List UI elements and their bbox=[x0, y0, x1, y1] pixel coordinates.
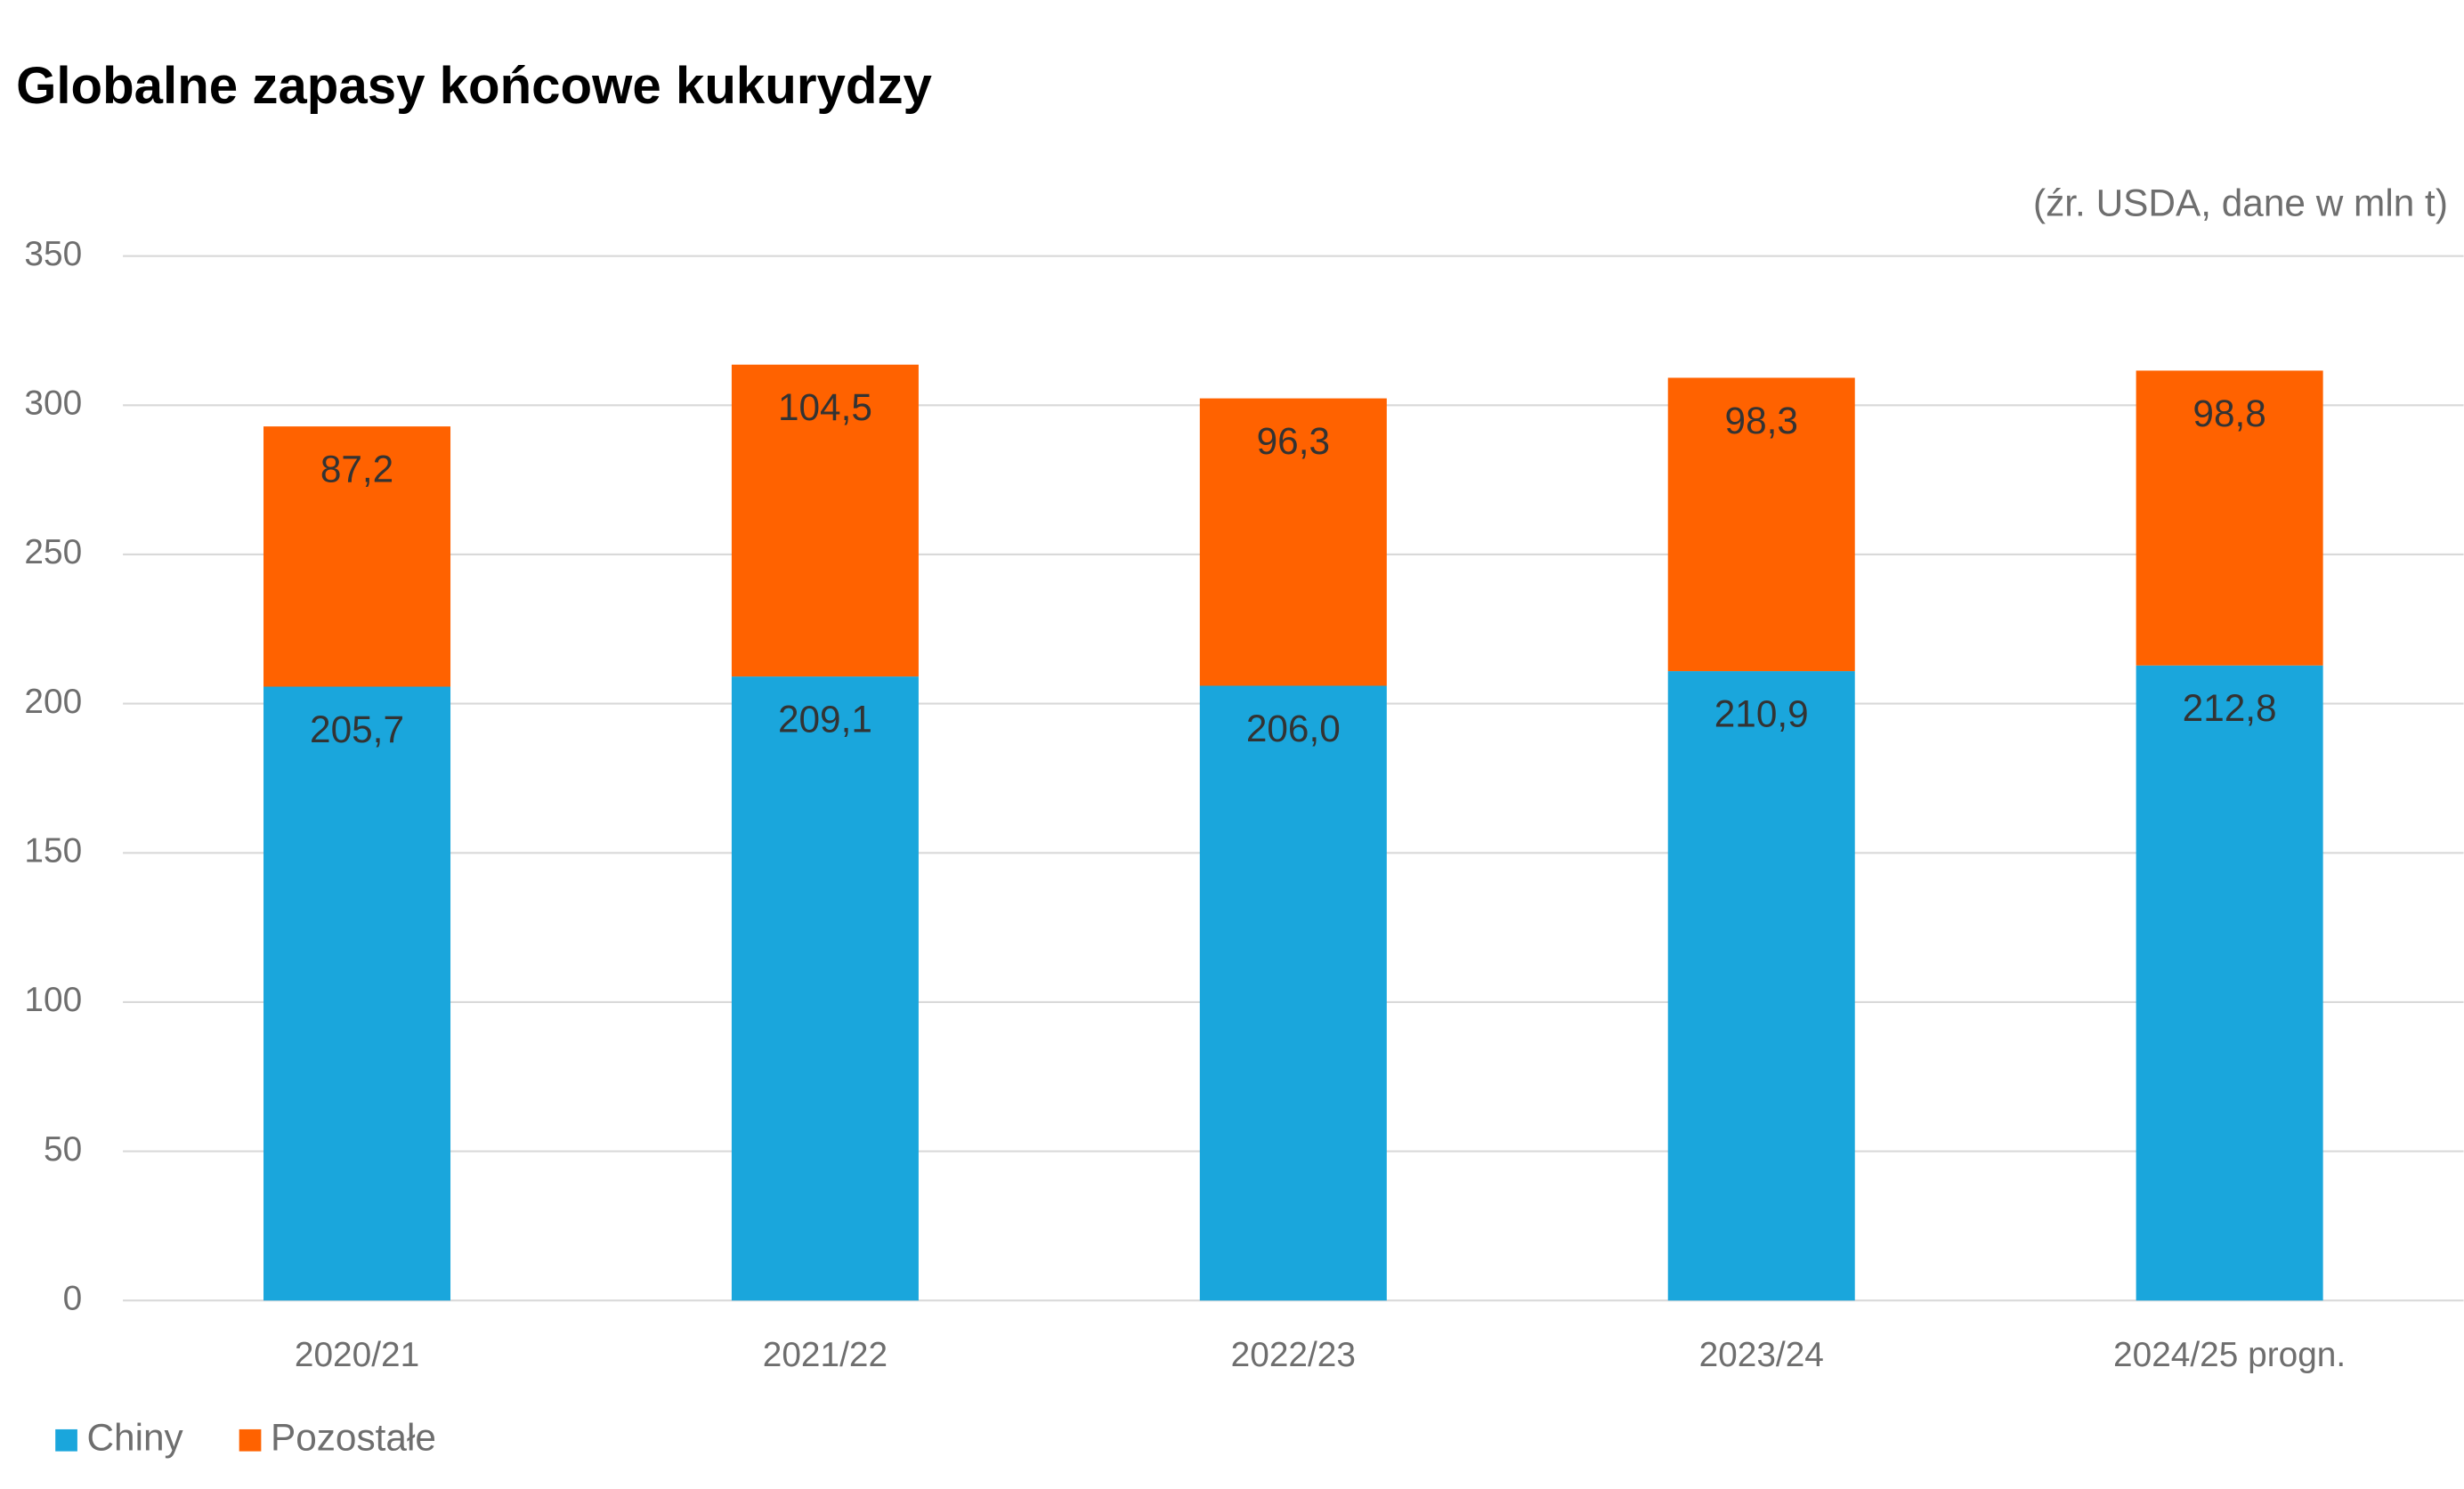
data-label: 98,8 bbox=[2192, 392, 2265, 434]
y-tick-label: 100 bbox=[24, 981, 82, 1019]
data-label: 87,2 bbox=[320, 448, 393, 490]
bar bbox=[731, 676, 919, 1301]
legend-label: Pozostałe bbox=[271, 1416, 436, 1458]
data-label: 104,5 bbox=[778, 386, 872, 428]
bar bbox=[1667, 671, 1855, 1301]
y-tick-label: 150 bbox=[24, 832, 82, 870]
chart-title: Globalne zapasy końcowe kukurydzy bbox=[16, 57, 932, 115]
chart-subtitle: (źr. USDA, dane w mln t) bbox=[2033, 182, 2448, 223]
y-tick-label: 350 bbox=[24, 235, 82, 273]
data-label: 212,8 bbox=[2183, 687, 2277, 729]
x-tick-label: 2021/22 bbox=[763, 1336, 888, 1374]
legend-label: Chiny bbox=[86, 1416, 183, 1458]
data-label: 206,0 bbox=[1246, 708, 1341, 749]
x-tick-label: 2023/24 bbox=[1699, 1336, 1824, 1374]
legend-swatch bbox=[239, 1428, 262, 1452]
y-tick-label: 200 bbox=[24, 683, 82, 721]
data-label: 209,1 bbox=[778, 698, 872, 740]
y-tick-label: 300 bbox=[24, 384, 82, 423]
bar bbox=[731, 364, 919, 677]
x-tick-label: 2022/23 bbox=[1231, 1336, 1356, 1374]
data-label: 210,9 bbox=[1714, 692, 1809, 734]
data-label: 98,3 bbox=[1725, 400, 1798, 441]
y-tick-label: 50 bbox=[44, 1130, 82, 1169]
x-tick-label: 2020/21 bbox=[295, 1336, 419, 1374]
x-tick-label: 2024/25 progn. bbox=[2113, 1336, 2346, 1374]
bar bbox=[1667, 377, 1855, 672]
bar bbox=[263, 426, 451, 687]
data-label: 96,3 bbox=[1257, 420, 1330, 462]
data-label: 205,7 bbox=[310, 708, 404, 750]
bar bbox=[263, 686, 451, 1301]
bar bbox=[2136, 370, 2323, 666]
bar bbox=[2136, 665, 2323, 1301]
y-tick-label: 250 bbox=[24, 533, 82, 571]
bar bbox=[1199, 398, 1387, 686]
bar bbox=[1199, 685, 1387, 1301]
y-tick-label: 0 bbox=[63, 1279, 83, 1317]
legend-swatch bbox=[55, 1428, 77, 1452]
